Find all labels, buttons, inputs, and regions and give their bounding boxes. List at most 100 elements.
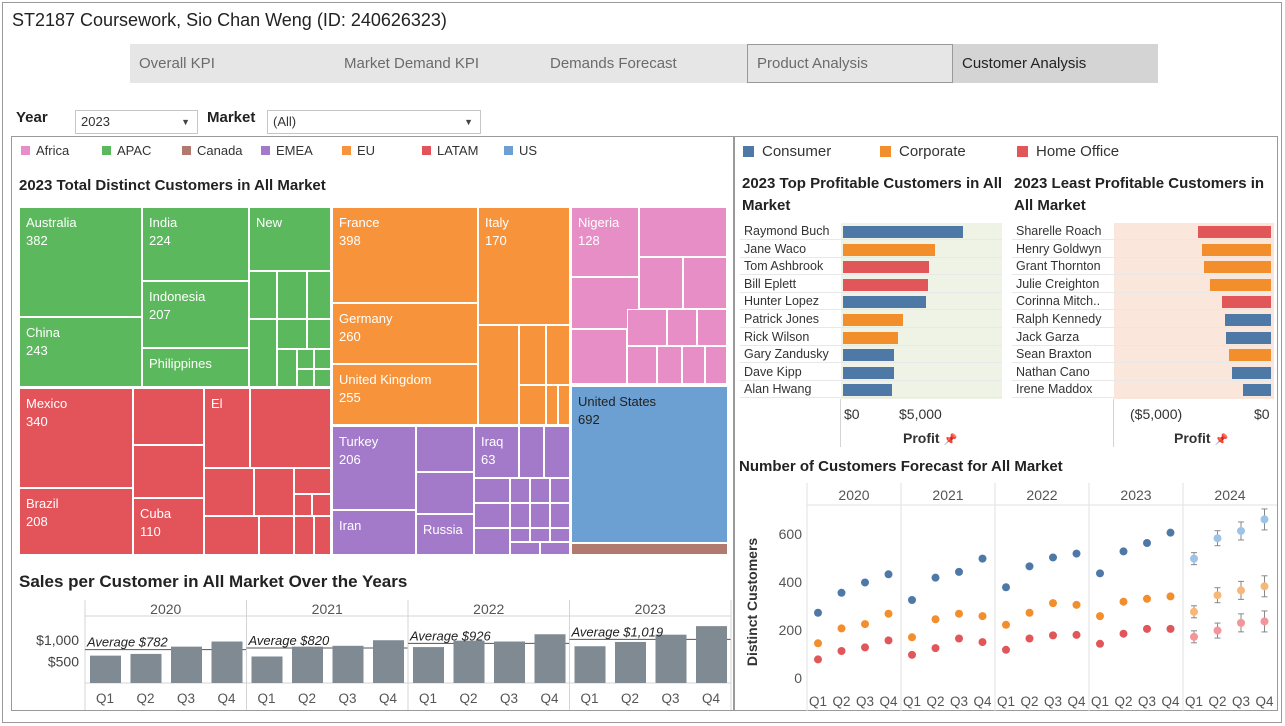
treemap-cell-small[interactable] — [249, 319, 277, 387]
treemap-cell-small[interactable] — [550, 528, 570, 542]
treemap-cell-el-salvador[interactable]: El — [204, 388, 250, 468]
treemap-cell-small[interactable] — [546, 385, 558, 425]
customer-row[interactable]: Sean Braxton — [1012, 346, 1274, 364]
treemap-cell-small[interactable] — [277, 319, 307, 349]
treemap-cell-small[interactable] — [204, 468, 254, 516]
treemap-cell-italy[interactable]: Italy 170 — [478, 207, 570, 325]
customer-row[interactable]: Ralph Kennedy — [1012, 311, 1274, 328]
legend-item-consumer[interactable]: Consumer — [743, 143, 880, 160]
profit-bar[interactable] — [842, 349, 895, 362]
treemap-cell-small[interactable] — [540, 542, 570, 555]
profit-bar[interactable] — [842, 278, 928, 291]
treemap-cell-small[interactable] — [297, 369, 314, 387]
legend-item-corporate[interactable]: Corporate — [880, 143, 1017, 160]
customer-row[interactable]: Alan Hwang — [740, 381, 1002, 399]
treemap-cell-small[interactable] — [639, 257, 683, 309]
treemap-cell-australia[interactable]: Australia 382 — [19, 207, 142, 317]
treemap-cell-small[interactable] — [416, 472, 474, 514]
treemap-cell-russia[interactable]: Russia — [416, 514, 474, 555]
treemap-cell-small[interactable] — [250, 388, 331, 468]
treemap-cell-small[interactable] — [133, 388, 204, 445]
treemap-cell-small[interactable] — [249, 271, 277, 319]
year-select[interactable]: 2023 ▼ — [75, 110, 198, 134]
treemap-cell-small[interactable] — [683, 257, 727, 309]
customer-row[interactable]: Dave Kipp — [740, 364, 1002, 381]
legend-item-home-office[interactable]: Home Office — [1017, 143, 1137, 160]
tab-market-demand-kpi[interactable]: Market Demand KPI — [335, 44, 541, 83]
treemap-cell-france[interactable]: France 398 — [332, 207, 478, 303]
treemap-cell-small[interactable] — [627, 309, 667, 346]
profit-bar[interactable] — [1221, 296, 1271, 309]
legend-item-us[interactable]: US — [504, 143, 554, 158]
legend-item-africa[interactable]: Africa — [21, 143, 102, 158]
treemap-cell-small[interactable] — [530, 503, 550, 528]
profit-bar[interactable] — [842, 296, 926, 309]
treemap-cell-small[interactable] — [510, 528, 530, 542]
treemap-cell-small[interactable] — [519, 426, 544, 478]
profit-bar[interactable] — [1209, 278, 1271, 291]
legend-item-eu[interactable]: EU — [342, 143, 422, 158]
treemap-cell-small[interactable] — [294, 468, 331, 494]
profit-bar[interactable] — [1203, 261, 1271, 274]
treemap-cell-mexico[interactable]: Mexico 340 — [19, 388, 133, 488]
treemap-cell-small[interactable] — [474, 503, 510, 528]
treemap-cell-small[interactable] — [314, 516, 331, 555]
treemap-cell-small[interactable] — [312, 494, 331, 516]
legend-item-apac[interactable]: APAC — [102, 143, 182, 158]
profit-bar[interactable] — [1229, 349, 1271, 362]
treemap-cell-germany[interactable]: Germany 260 — [332, 303, 478, 364]
treemap-cell-united-kingdom[interactable]: United Kingdom 255 — [332, 364, 478, 425]
customer-row[interactable]: Bill Eplett — [740, 276, 1002, 293]
profit-bar[interactable] — [1197, 226, 1271, 238]
profit-bar[interactable] — [842, 261, 930, 274]
legend-item-latam[interactable]: LATAM — [422, 143, 504, 158]
treemap-cell-small[interactable] — [259, 516, 294, 555]
profit-bar[interactable] — [842, 314, 903, 326]
treemap-cell-cuba[interactable]: Cuba 110 — [133, 498, 204, 555]
tab-product-analysis[interactable]: Product Analysis — [747, 44, 953, 83]
profit-bar[interactable] — [1242, 384, 1271, 397]
treemap-cell-small[interactable] — [530, 478, 550, 503]
profit-bar[interactable] — [1224, 314, 1271, 326]
treemap-cell-small[interactable] — [307, 271, 331, 319]
treemap-cell-small[interactable] — [133, 445, 204, 498]
treemap-cell-small[interactable] — [474, 528, 510, 555]
treemap-cell-iraq[interactable]: Iraq 63 — [474, 426, 519, 478]
customer-row[interactable]: Nathan Cano — [1012, 364, 1274, 381]
treemap-cell-small[interactable] — [510, 503, 530, 528]
treemap-cell-small[interactable] — [657, 346, 682, 384]
treemap-cell-indonesia[interactable]: Indonesia 207 — [142, 281, 249, 348]
customer-row[interactable]: Corinna Mitch.. — [1012, 293, 1274, 311]
treemap-cell-china[interactable]: China 243 — [19, 317, 142, 387]
treemap-cell-small[interactable] — [307, 319, 331, 349]
profit-bar[interactable] — [1226, 331, 1271, 344]
treemap-cell-small[interactable] — [277, 349, 297, 387]
customer-row[interactable]: Tom Ashbrook — [740, 258, 1002, 276]
treemap-cell-nigeria[interactable]: Nigeria 128 — [571, 207, 639, 277]
treemap-cell-india[interactable]: India 224 — [142, 207, 249, 281]
profit-bar[interactable] — [842, 243, 935, 256]
profit-bar[interactable] — [842, 226, 964, 238]
customer-row[interactable]: Hunter Lopez — [740, 293, 1002, 311]
treemap-cell-small[interactable] — [697, 309, 727, 346]
treemap-cell-small[interactable] — [294, 516, 314, 555]
treemap-cell-small[interactable] — [705, 346, 727, 384]
customer-row[interactable]: Gary Zandusky — [740, 346, 1002, 364]
treemap-cell-small[interactable] — [474, 478, 510, 503]
treemap-cell-small[interactable] — [478, 325, 519, 425]
treemap-cell-small[interactable] — [530, 528, 550, 542]
profit-bar[interactable] — [842, 384, 893, 397]
treemap-cell-small[interactable] — [558, 385, 570, 425]
treemap-cell-small[interactable] — [204, 516, 259, 555]
treemap-cell-small[interactable] — [416, 426, 474, 472]
treemap-cell-small[interactable] — [544, 426, 570, 478]
customer-row[interactable]: Irene Maddox — [1012, 381, 1274, 399]
profit-bar[interactable] — [842, 366, 895, 379]
treemap-cell-small[interactable] — [667, 309, 697, 346]
customer-row[interactable]: Rick Wilson — [740, 329, 1002, 346]
tab-customer-analysis[interactable]: Customer Analysis — [953, 44, 1158, 83]
treemap-cell-turkey[interactable]: Turkey 206 — [332, 426, 416, 510]
market-select[interactable]: (All) ▼ — [267, 110, 481, 134]
treemap-cell-small[interactable] — [571, 329, 627, 384]
customer-row[interactable]: Patrick Jones — [740, 311, 1002, 328]
